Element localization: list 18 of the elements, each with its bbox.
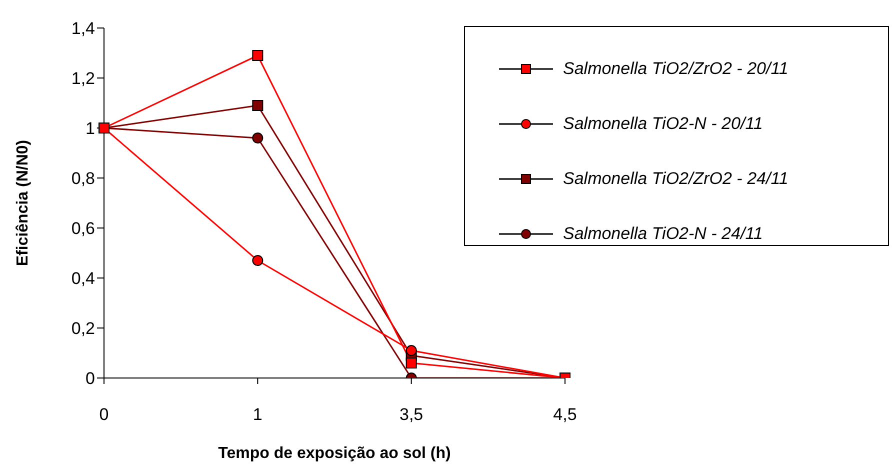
y-tick-label: 0,4: [71, 269, 95, 288]
legend-label: Salmonella TiO2-N - 24/11: [563, 224, 763, 244]
y-tick-label: 0,8: [71, 169, 95, 188]
y-tick-label: 0,2: [71, 319, 95, 338]
legend-label: Salmonella TiO2-N - 20/11: [563, 114, 763, 134]
x-tick-label: 0: [99, 405, 109, 424]
y-axis-title: Eficiência (N/N0): [14, 140, 32, 266]
y-tick-label: 0,6: [71, 219, 95, 238]
x-tick-label: 1: [252, 405, 262, 424]
x-axis-title: Tempo de exposição ao sol (h): [218, 445, 451, 462]
y-tick-label: 1,2: [71, 69, 95, 88]
y-tick-label: 1: [86, 119, 95, 138]
x-tick-label: 4,5: [553, 405, 577, 424]
y-tick-label: 1,4: [71, 19, 95, 38]
legend-label: Salmonella TiO2/ZrO2 - 24/11: [563, 168, 788, 188]
x-tick-label: 3,5: [400, 405, 424, 424]
legend-label: Salmonella TiO2/ZrO2 - 20/11: [563, 58, 788, 78]
y-tick-label: 0: [86, 369, 95, 388]
